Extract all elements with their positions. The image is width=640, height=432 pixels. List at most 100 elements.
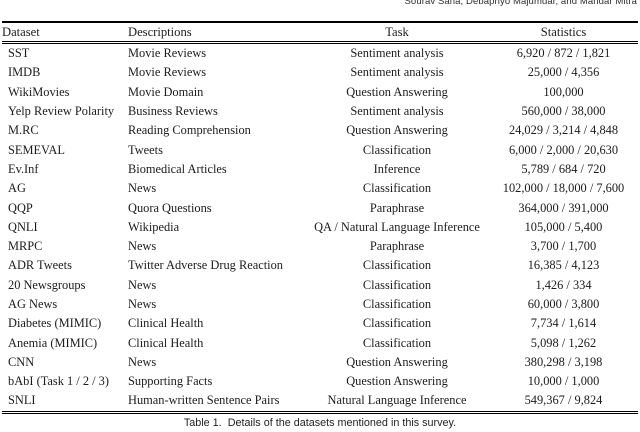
cell-statistics: 5,789 / 684 / 720 bbox=[521, 161, 606, 176]
cell-statistics: 24,029 / 3,214 / 4,848 bbox=[508, 123, 619, 138]
cell-task: Classification bbox=[362, 142, 432, 157]
cell-task: Sentiment analysis bbox=[350, 65, 444, 80]
table-row: SNLI Human-written Sentence Pairs Natural … bbox=[2, 391, 638, 414]
cell-task: Sentiment analysis bbox=[350, 104, 444, 119]
cell-dataset: Anemia (MIMIC) bbox=[8, 335, 98, 350]
cell-dataset: Yelp Review Polarity bbox=[8, 104, 115, 119]
cell-description: News bbox=[128, 181, 157, 196]
cell-dataset: SEMEVAL bbox=[8, 142, 65, 157]
table-header: Dataset Descriptions Task Statistics bbox=[2, 22, 638, 44]
cell-description: Supporting Facts bbox=[128, 374, 213, 389]
cell-description: Wikipedia bbox=[128, 219, 180, 234]
cell-task: Natural Language Inference bbox=[305, 391, 489, 414]
table-row: SST Movie Reviews Sentiment analysis 6,920 … bbox=[2, 43, 638, 64]
cell-task: Classification bbox=[362, 335, 432, 350]
cell-dataset: QNLI bbox=[8, 219, 38, 234]
cell-description: Reading Comprehension bbox=[128, 123, 251, 138]
table-row: QQP Quora Questions Paraphrase 364,000 / 39… bbox=[2, 198, 638, 217]
cell-dataset: AG bbox=[8, 181, 26, 196]
cell-task: Question Answering bbox=[346, 374, 448, 389]
column-header-descriptions: Descriptions bbox=[128, 22, 305, 44]
table-row: IMDB Movie Reviews Sentiment analysis 25,00… bbox=[2, 63, 638, 82]
cell-task: Question Answering bbox=[346, 84, 448, 99]
cell-description: Movie Reviews bbox=[128, 65, 207, 80]
cell-task: Sentiment analysis bbox=[350, 46, 444, 61]
running-header-authors: Sourav Saha, Debapriyo Majumdar, and Man… bbox=[404, 0, 637, 7]
cell-statistics: 5,098 / 1,262 bbox=[530, 335, 597, 350]
table-row: bAbI (Task 1 / 2 / 3) Supporting Facts Que… bbox=[2, 372, 638, 391]
cell-task: Paraphrase bbox=[369, 200, 425, 215]
table-row: M.RC Reading Comprehension Question Answer… bbox=[2, 121, 638, 140]
cell-dataset: QQP bbox=[8, 200, 33, 215]
cell-description: News bbox=[128, 277, 157, 292]
table-row: MRPC News Paraphrase 3,700 / 1,700 bbox=[2, 237, 638, 256]
cell-dataset: MRPC bbox=[8, 239, 43, 254]
table-body: SST Movie Reviews Sentiment analysis 6,920 … bbox=[2, 43, 638, 414]
cell-description: Clinical Health bbox=[128, 316, 204, 331]
table-row: SEMEVAL Tweets Classification 6,000 / 2,000… bbox=[2, 140, 638, 159]
cell-statistics: 6,000 / 2,000 / 20,630 bbox=[508, 142, 619, 157]
cell-description: News bbox=[128, 239, 157, 254]
table-row: AG News Classification 102,000 / 18,000 / 7… bbox=[2, 179, 638, 198]
cell-task: Classification bbox=[362, 181, 432, 196]
cell-task: Classification bbox=[362, 277, 432, 292]
cell-task: Question Answering bbox=[346, 354, 448, 369]
cell-task: Classification bbox=[362, 258, 432, 273]
cell-statistics: 549,367 / 9,824 bbox=[489, 391, 638, 414]
table-row: 20 Newsgroups News Classification 1,426 / 3… bbox=[2, 276, 638, 295]
table-row: ADR Tweets Twitter Adverse Drug Reaction C… bbox=[2, 256, 638, 275]
cell-description: Twitter Adverse Drug Reaction bbox=[128, 258, 284, 273]
table-row: Diabetes (MIMIC) Clinical Health Classific… bbox=[2, 314, 638, 333]
cell-description: Movie Reviews bbox=[128, 46, 207, 61]
cell-description: Human-written Sentence Pairs bbox=[128, 391, 305, 414]
cell-dataset: IMDB bbox=[8, 65, 41, 80]
cell-dataset: SST bbox=[8, 46, 30, 61]
cell-dataset: WikiMovies bbox=[8, 84, 70, 99]
cell-statistics: 7,734 / 1,614 bbox=[530, 316, 597, 331]
table-row: Ev.Inf Biomedical Articles Inference 5,789 … bbox=[2, 160, 638, 179]
cell-task: Inference bbox=[373, 161, 421, 176]
cell-statistics: 3,700 / 1,700 bbox=[530, 239, 597, 254]
cell-description: Biomedical Articles bbox=[128, 161, 227, 176]
cell-statistics: 25,000 / 4,356 bbox=[527, 65, 600, 80]
table-row: CNN News Question Answering 380,298 / 3,198 bbox=[2, 353, 638, 372]
table-row: Anemia (MIMIC) Clinical Health Classificat… bbox=[2, 333, 638, 352]
cell-dataset: SNLI bbox=[2, 391, 128, 414]
cell-statistics: 100,000 bbox=[543, 84, 584, 99]
cell-dataset: M.RC bbox=[8, 123, 39, 138]
cell-description: Clinical Health bbox=[128, 335, 204, 350]
column-header-task: Task bbox=[305, 22, 489, 44]
cell-statistics: 380,298 / 3,198 bbox=[524, 354, 603, 369]
cell-task: Classification bbox=[362, 297, 432, 311]
cell-statistics: 16,385 / 4,123 bbox=[527, 258, 600, 273]
cell-task: Question Answering bbox=[346, 123, 448, 138]
cell-statistics: 364,000 / 391,000 bbox=[518, 200, 609, 215]
column-header-statistics: Statistics bbox=[489, 22, 638, 44]
table-row: AG News News Classification 60,000 / 3,800 bbox=[2, 295, 638, 314]
cell-statistics: 105,000 / 5,400 bbox=[524, 219, 603, 234]
cell-statistics: 560,000 / 38,000 bbox=[521, 104, 606, 119]
cell-description: Tweets bbox=[128, 142, 163, 157]
cell-dataset: Diabetes (MIMIC) bbox=[8, 316, 102, 331]
cell-dataset: CNN bbox=[8, 354, 35, 369]
table-row: QNLI Wikipedia QA / Natural Language Infer… bbox=[2, 218, 638, 237]
cell-statistics: 10,000 / 1,000 bbox=[527, 374, 600, 389]
cell-task: QA / Natural Language Inference bbox=[314, 219, 480, 234]
cell-description: News bbox=[128, 354, 157, 369]
caption-text: Details of the datasets mentioned in thi… bbox=[227, 416, 457, 429]
cell-dataset: Ev.Inf bbox=[8, 161, 39, 176]
table-caption: Table 1. Details of the datasets mentione… bbox=[2, 417, 638, 429]
cell-description: News bbox=[128, 297, 157, 311]
table-row: Yelp Review Polarity Business Reviews Sent… bbox=[2, 102, 638, 121]
cell-task: Paraphrase bbox=[369, 239, 425, 254]
caption-label: Table 1. bbox=[183, 416, 222, 429]
cell-dataset: 20 Newsgroups bbox=[8, 277, 86, 292]
cell-task: Classification bbox=[362, 316, 432, 331]
table-header-row: Dataset Descriptions Task Statistics bbox=[2, 22, 638, 44]
cell-description: Business Reviews bbox=[128, 104, 218, 119]
cell-dataset: AG News bbox=[8, 297, 58, 311]
cell-statistics: 6,920 / 872 / 1,821 bbox=[516, 46, 611, 61]
cell-dataset: bAbI (Task 1 / 2 / 3) bbox=[8, 374, 109, 389]
cell-description: Quora Questions bbox=[128, 200, 212, 215]
